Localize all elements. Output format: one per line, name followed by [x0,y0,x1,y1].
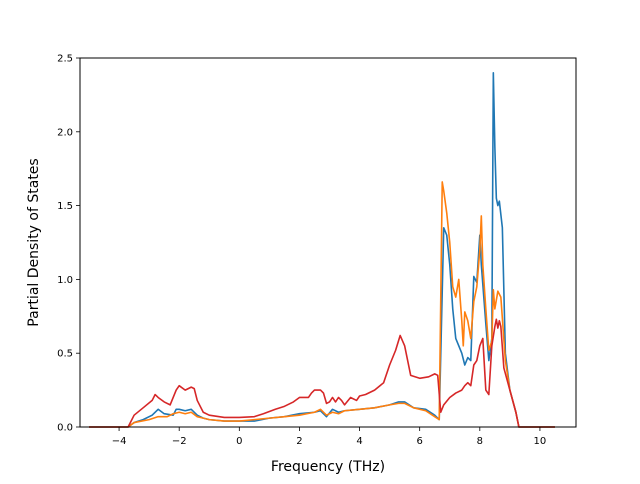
x-axis-ticks: −4 −2 0 2 4 6 8 10 [112,427,547,447]
y-tick-label: 1.0 [57,275,73,286]
y-axis-label: Partial Density of States [26,158,42,326]
series-line-2 [89,181,555,428]
y-tick-label: 1.5 [57,201,73,212]
y-tick-label: 2.0 [57,127,73,138]
x-tick-label: 4 [356,436,362,447]
y-tick-label: 2.5 [57,54,73,65]
plot-frame [79,57,577,428]
y-tick-label: 0.5 [57,349,73,360]
series-layer [89,71,555,428]
x-axis-label: Frequency (THz) [271,459,385,475]
x-tick-label: 8 [477,436,483,447]
x-tick-label: −2 [172,436,187,447]
x-tick-label: 2 [296,436,302,447]
y-axis-ticks: 0.0 0.5 1.0 1.5 2.0 2.5 [57,54,80,434]
x-tick-label: 0 [236,436,242,447]
x-tick-label: −4 [112,436,127,447]
series-line-3 [89,318,555,428]
x-tick-label: 10 [534,436,547,447]
y-tick-label: 0.0 [57,423,73,434]
x-tick-label: 6 [416,436,422,447]
series-line-1 [89,71,555,428]
